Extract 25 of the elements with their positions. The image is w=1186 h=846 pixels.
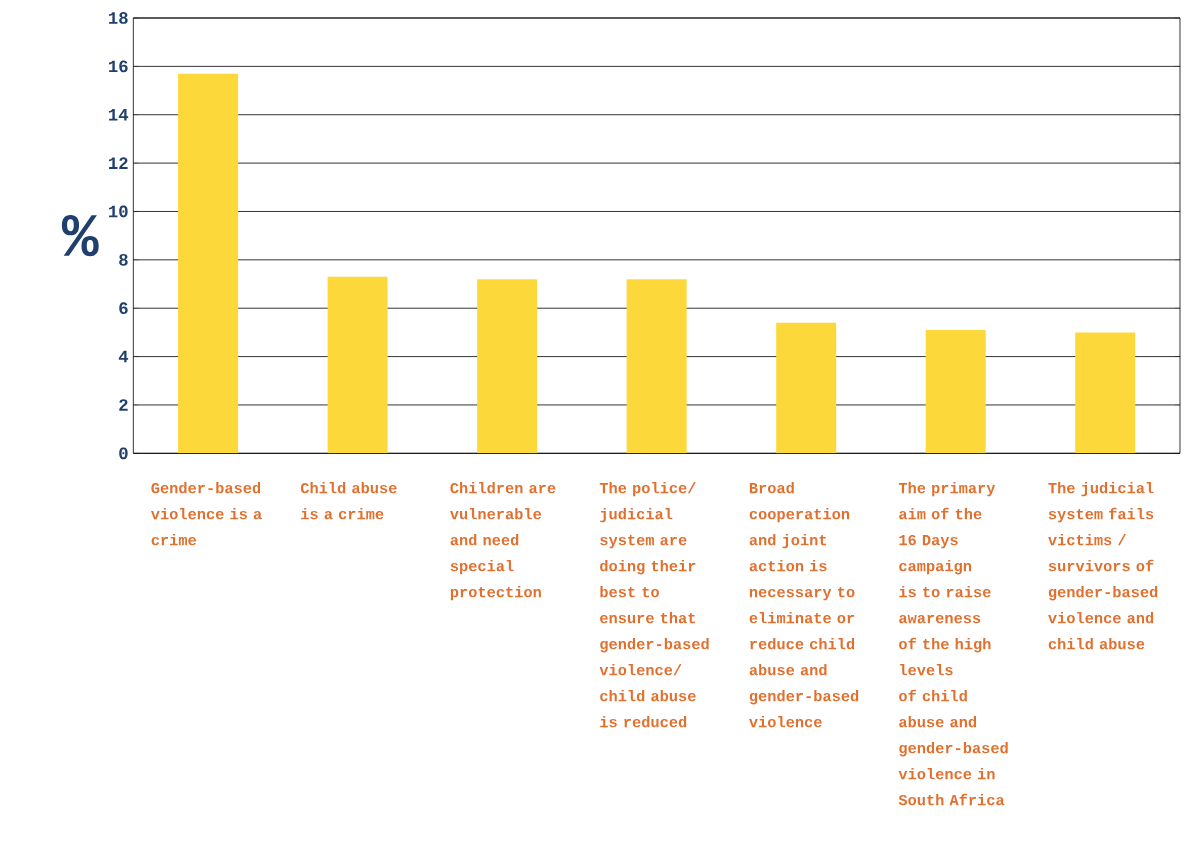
y-tick-label: 2 — [119, 399, 128, 411]
bar — [327, 276, 388, 454]
x-tick-label: Children are vulnerable and need special protection — [450, 482, 556, 601]
bar — [626, 279, 687, 454]
y-tick-label: 4 — [118, 350, 129, 363]
x-tick-label: The judicial system fails victims / survivors of gender-based violence and child abuse — [1048, 482, 1158, 650]
bar — [1075, 332, 1136, 454]
y-tick-label: 0 — [119, 447, 128, 460]
y-tick-label: 10 — [109, 205, 128, 218]
y-tick-label: 12 — [109, 157, 128, 169]
y-tick-label: 16 — [109, 60, 128, 73]
category-label: The primary aim of the 16 Days campaign is to raise awareness of the high levels of child abuse and gender-based violence in South Africa — [898, 482, 1008, 806]
y-tick-label: 18 — [109, 12, 128, 24]
bar — [477, 279, 538, 454]
bar — [925, 329, 986, 454]
bar — [178, 73, 239, 454]
y-axis-title: % — [61, 215, 99, 257]
bar — [776, 322, 837, 454]
category-label: Broad cooperation and joint action is necessary to eliminate or reduce child abuse and gender-based violence — [749, 482, 859, 728]
y-tick-label: 6 — [119, 302, 128, 315]
x-tick-label: Gender-based violence is a crime — [151, 482, 262, 546]
x-tick-label: Child abuse is a crime — [300, 482, 397, 520]
y-tick-label: 14 — [109, 109, 129, 121]
category-label: The police/ judicial system are doing their best to ensure that gender-based violence/ child abuse is reduced — [599, 482, 709, 728]
y-tick-label: 8 — [119, 253, 128, 266]
